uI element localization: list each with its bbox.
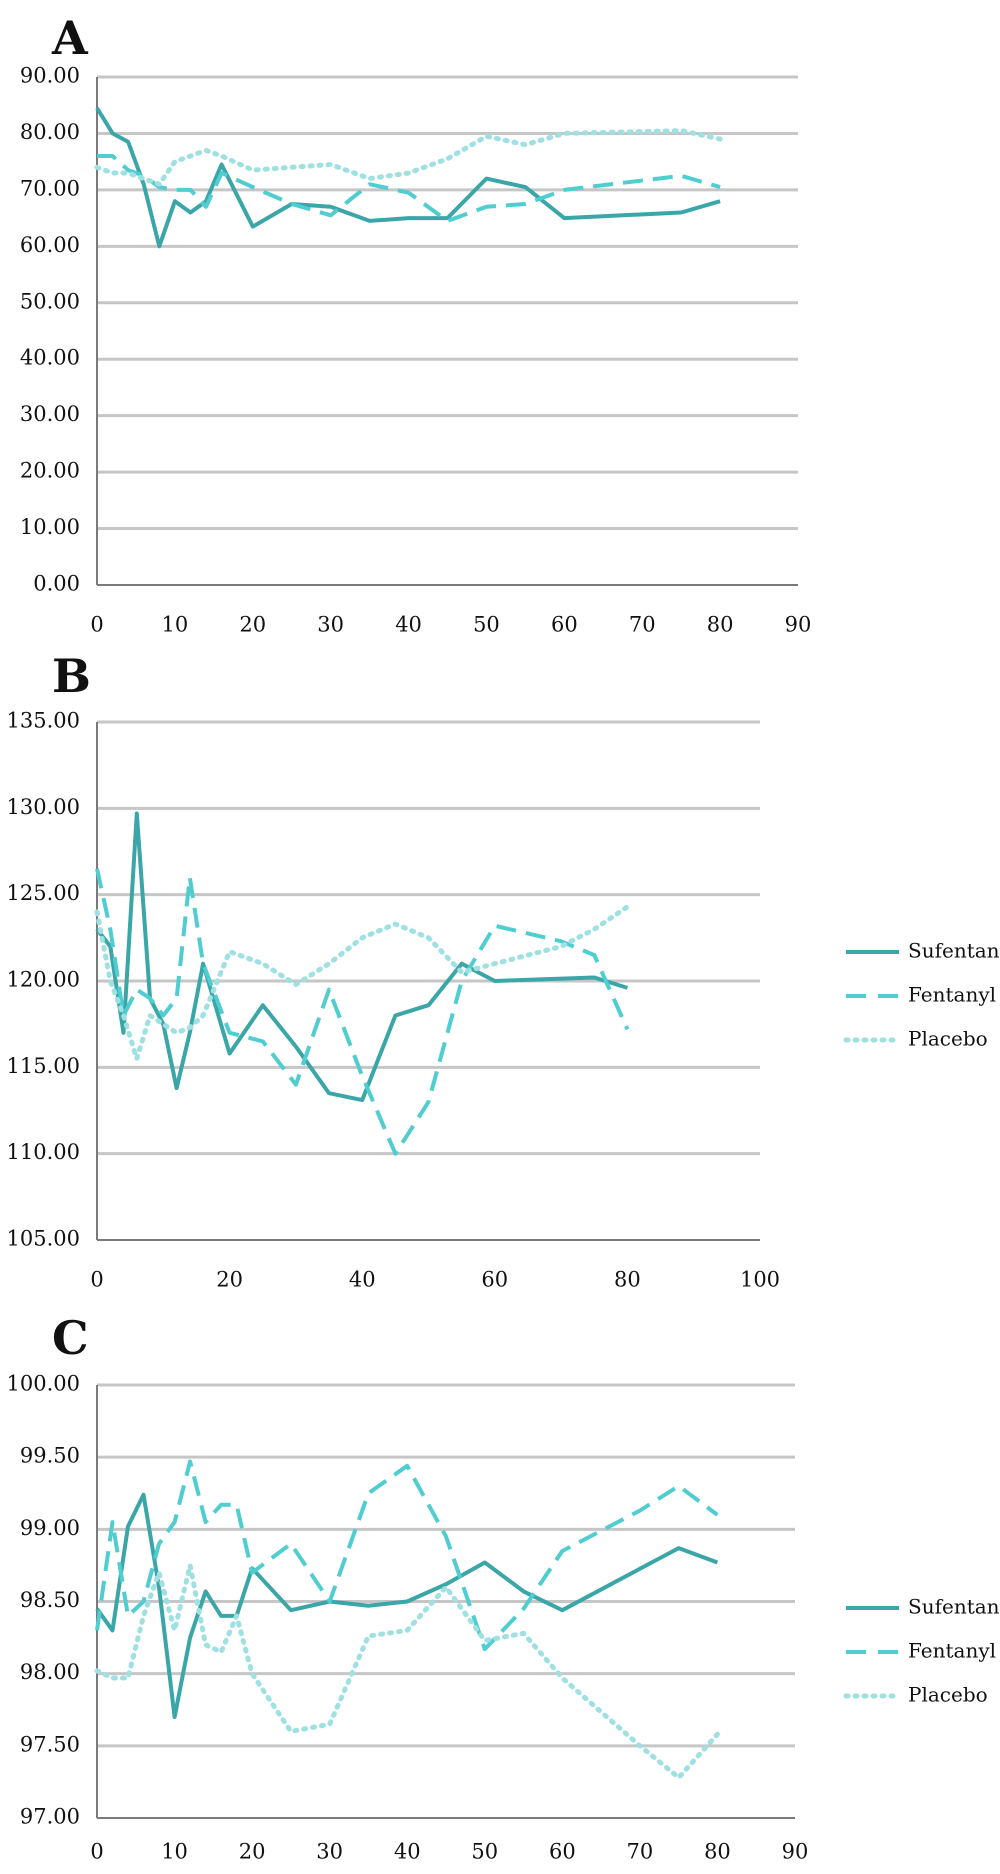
- x-tick-label: 20: [239, 613, 266, 637]
- y-tick-label: 80.00: [20, 120, 80, 144]
- y-tick-label: 0.00: [33, 572, 80, 596]
- legend-label: Fentanyl: [908, 1639, 996, 1663]
- x-tick-label: 80: [614, 1268, 641, 1292]
- panel-label: A: [51, 11, 89, 65]
- y-tick-label: 97.50: [20, 1732, 80, 1756]
- x-tick-label: 100: [740, 1268, 780, 1292]
- y-tick-label: 90.00: [20, 64, 80, 88]
- legend-item-placebo: Placebo: [843, 1683, 988, 1707]
- x-tick-label: 40: [395, 613, 422, 637]
- y-tick-label: 105.00: [7, 1227, 80, 1251]
- x-tick-label: 80: [707, 613, 734, 637]
- x-tick-label: 0: [90, 1840, 103, 1864]
- y-tick-label: 115.00: [7, 1054, 80, 1078]
- series-line-sufentanil: [95, 811, 628, 1103]
- legend-item-sufentanil: Sufentanil: [846, 939, 1000, 963]
- panel-label: C: [52, 1311, 89, 1365]
- series-line-placebo: [94, 904, 630, 1062]
- y-tick-label: 20.00: [20, 459, 80, 483]
- series-line-fentanyl: [97, 154, 721, 223]
- x-tick-label: 20: [239, 1840, 266, 1864]
- legend-item-placebo: Placebo: [843, 1027, 988, 1051]
- legend-item-sufentanil: Sufentanil: [846, 1595, 1000, 1619]
- y-tick-label: 99.50: [20, 1444, 80, 1468]
- y-tick-label: 130.00: [7, 795, 80, 819]
- x-tick-label: 0: [90, 1268, 103, 1292]
- x-tick-label: 60: [551, 613, 578, 637]
- x-tick-label: 50: [471, 1840, 498, 1864]
- y-tick-label: 110.00: [7, 1140, 80, 1164]
- x-tick-label: 10: [162, 613, 189, 637]
- y-tick-label: 98.00: [20, 1660, 80, 1684]
- series-line-fentanyl: [95, 1459, 719, 1652]
- y-tick-label: 100.00: [7, 1372, 80, 1396]
- y-tick-label: 10.00: [20, 515, 80, 539]
- x-tick-label: 50: [473, 613, 500, 637]
- y-tick-label: 97.00: [20, 1805, 80, 1829]
- chart-panel-b: B 105.00 110.00 115.00 120.00 125.00 130.00 135…: [7, 649, 1000, 1292]
- legend: Sufentanil Fentanyl Placebo: [843, 1595, 1000, 1707]
- series-line-placebo: [94, 128, 723, 187]
- x-tick-label: 80: [704, 1840, 731, 1864]
- y-tick-label: 98.50: [20, 1588, 80, 1612]
- x-tick-label: 40: [349, 1268, 376, 1292]
- x-tick-label: 90: [782, 1840, 809, 1864]
- legend-label: Placebo: [908, 1027, 988, 1051]
- x-tick-label: 60: [481, 1268, 508, 1292]
- y-tick-label: 60.00: [20, 233, 80, 257]
- x-tick-label: 10: [161, 1840, 188, 1864]
- legend-item-fentanyl: Fentanyl: [846, 1639, 996, 1663]
- chart-panel-a: A 0.00 10.00 20.00 30.00 40.00 50.00 60.00 70.00…: [20, 11, 811, 637]
- x-tick-label: 70: [629, 613, 656, 637]
- x-tick-label: 60: [549, 1840, 576, 1864]
- legend-item-fentanyl: Fentanyl: [846, 983, 996, 1007]
- series-line-fentanyl: [95, 868, 630, 1156]
- y-tick-label: 30.00: [20, 402, 80, 426]
- y-tick-label: 99.00: [20, 1516, 80, 1540]
- x-tick-label: 70: [627, 1840, 654, 1864]
- series-line-placebo: [94, 1562, 720, 1781]
- panel-label: B: [52, 649, 91, 703]
- x-tick-label: 30: [316, 1840, 343, 1864]
- chart-panel-c: C 97.00 97.50 98.00 98.50 99.00 99.50 100.00 0 10…: [7, 1311, 1000, 1864]
- legend-label: Placebo: [908, 1683, 988, 1707]
- x-tick-label: 20: [216, 1268, 243, 1292]
- legend-label: Sufentanil: [908, 1595, 1000, 1619]
- y-tick-label: 40.00: [20, 346, 80, 370]
- legend: Sufentanil Fentanyl Placebo: [843, 939, 1000, 1051]
- y-tick-label: 50.00: [20, 289, 80, 313]
- y-tick-label: 135.00: [7, 709, 80, 733]
- legend-label: Sufentanil: [908, 939, 1000, 963]
- y-tick-label: 120.00: [7, 968, 80, 992]
- x-tick-label: 0: [90, 613, 103, 637]
- y-tick-label: 70.00: [20, 176, 80, 200]
- series-line-sufentanil: [95, 106, 721, 249]
- x-tick-label: 90: [785, 613, 812, 637]
- x-tick-label: 40: [394, 1840, 421, 1864]
- legend-label: Fentanyl: [908, 983, 996, 1007]
- x-tick-label: 30: [317, 613, 344, 637]
- y-tick-label: 125.00: [7, 881, 80, 905]
